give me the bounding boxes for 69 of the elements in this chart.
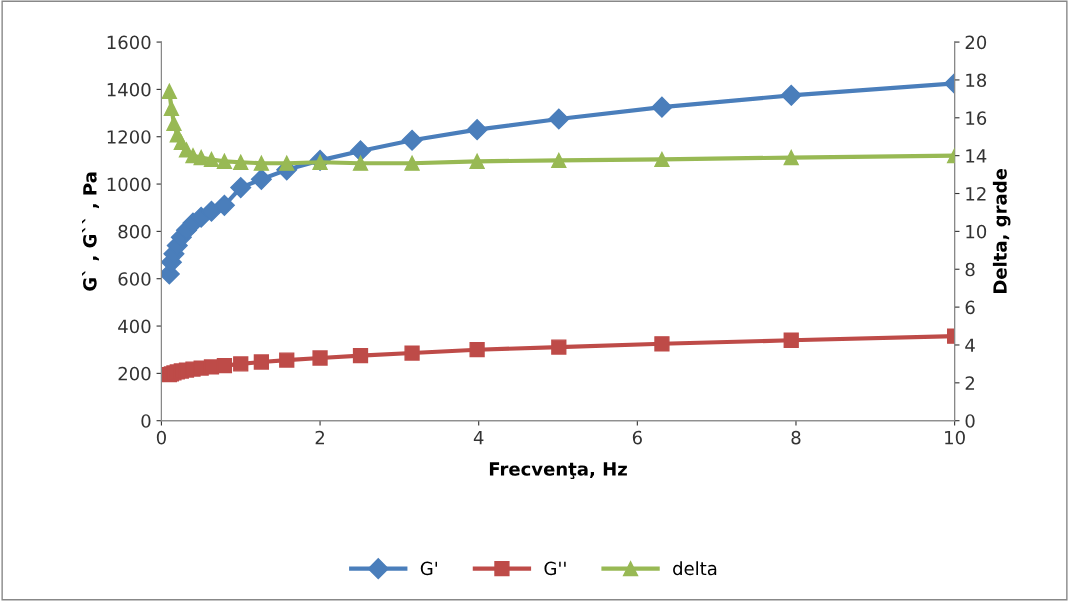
y2-tick-label: 14 <box>966 149 987 163</box>
y-axis-title: G` , G`` , Pa <box>81 172 99 291</box>
y-tick-label: 1000 <box>107 177 151 192</box>
y2-tick-label: 6 <box>965 300 975 315</box>
y-tick-label: 1600 <box>107 35 151 50</box>
point <box>780 84 802 106</box>
y-tick-label: 1400 <box>107 82 151 97</box>
point <box>783 149 799 166</box>
point <box>230 177 252 199</box>
x-axis-title: Frecvenţa, Hz <box>489 462 627 480</box>
point <box>200 200 222 222</box>
point <box>349 140 372 162</box>
point <box>233 356 249 372</box>
point <box>466 119 488 141</box>
point <box>279 352 295 368</box>
y-tick-label: 400 <box>118 319 151 334</box>
x-tick-label: 8 <box>791 430 801 445</box>
y2-tick-label: 8 <box>965 262 975 277</box>
point <box>213 194 235 216</box>
point <box>203 151 220 168</box>
y2-tick-label: 16 <box>966 111 987 125</box>
point <box>352 347 369 364</box>
x-tick-label: 2 <box>315 430 324 445</box>
y2-tick-label: 20 <box>965 35 987 50</box>
y-tick-label: 0 <box>141 414 151 428</box>
point <box>651 96 673 118</box>
y-tick-label: 600 <box>118 272 151 286</box>
point <box>216 153 233 169</box>
point <box>253 354 270 370</box>
y-tick-label: 800 <box>118 224 151 239</box>
x-tick-label: 0 <box>156 430 166 445</box>
point <box>163 100 180 116</box>
point <box>469 153 485 169</box>
y2-tick-label: 18 <box>966 73 987 88</box>
x-tick-label: 4 <box>473 430 484 445</box>
point <box>253 155 270 171</box>
x-tick-label: 10 <box>945 430 965 445</box>
y2-tick-label: 12 <box>966 186 986 201</box>
point <box>166 115 182 132</box>
y2-tick-label: 0 <box>965 414 975 428</box>
y2-tick-label: 2 <box>965 376 975 390</box>
point <box>551 152 567 169</box>
legend-label: G' <box>420 561 438 576</box>
point <box>203 359 220 375</box>
point <box>279 155 295 171</box>
x-tick-label: 6 <box>632 430 642 445</box>
legend-label: delta <box>673 561 717 576</box>
point <box>161 83 177 99</box>
point <box>352 155 369 171</box>
point <box>654 336 670 352</box>
point <box>193 149 209 166</box>
y2-tick-label: 4 <box>965 338 975 352</box>
y-tick-label: 200 <box>118 366 151 381</box>
point <box>654 151 670 168</box>
point <box>404 155 420 171</box>
point <box>551 339 567 355</box>
legend-label: G'' <box>544 561 566 576</box>
point <box>401 129 423 151</box>
point <box>250 168 272 190</box>
point <box>216 357 233 374</box>
point <box>312 350 328 366</box>
y2-tick-label: 10 <box>966 224 987 239</box>
point <box>548 108 570 130</box>
y-tick-label: 1200 <box>107 130 151 144</box>
point <box>404 345 420 361</box>
y2-axis-title: Delta, grade <box>992 168 1011 294</box>
point <box>469 342 485 358</box>
point <box>233 154 249 170</box>
point <box>783 332 799 348</box>
